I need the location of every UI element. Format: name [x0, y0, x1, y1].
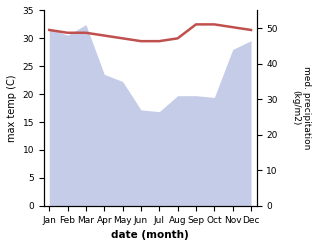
Y-axis label: max temp (C): max temp (C)	[7, 74, 17, 142]
Y-axis label: med. precipitation
(kg/m2): med. precipitation (kg/m2)	[292, 66, 311, 150]
X-axis label: date (month): date (month)	[111, 230, 189, 240]
